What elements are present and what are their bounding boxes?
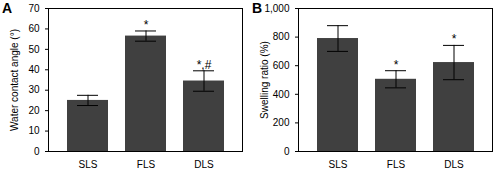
svg-text:Swelling ratio (%): Swelling ratio (%) (259, 41, 270, 119)
svg-text:30: 30 (28, 84, 40, 95)
svg-text:SLS: SLS (329, 159, 348, 170)
svg-text:*,#: *,# (197, 58, 212, 72)
svg-text:800: 800 (273, 31, 290, 42)
svg-text:DLS: DLS (194, 159, 214, 170)
svg-text:10: 10 (28, 125, 40, 136)
svg-text:0: 0 (284, 146, 290, 157)
svg-text:20: 20 (28, 105, 40, 116)
html-text:A: A (2, 0, 13, 16)
svg-text:40: 40 (28, 64, 40, 75)
svg-text:*: * (144, 18, 149, 32)
svg-text:70: 70 (28, 3, 40, 14)
svg-text:FLS: FLS (137, 159, 156, 170)
svg-text:50: 50 (28, 44, 40, 55)
svg-text:60: 60 (28, 23, 40, 34)
svg-text:Water contact angle (°): Water contact angle (°) (9, 29, 20, 131)
svg-text:DLS: DLS (444, 159, 464, 170)
svg-text:200: 200 (273, 117, 290, 128)
svg-text:FLS: FLS (387, 159, 406, 170)
svg-text:1,000: 1,000 (264, 3, 289, 14)
html-text:B: B (252, 0, 263, 16)
svg-text:400: 400 (273, 89, 290, 100)
svg-text:0: 0 (34, 146, 40, 157)
svg-text:*: * (452, 32, 457, 46)
svg-text:600: 600 (273, 60, 290, 71)
svg-text:SLS: SLS (79, 159, 98, 170)
svg-text:*: * (394, 58, 399, 72)
